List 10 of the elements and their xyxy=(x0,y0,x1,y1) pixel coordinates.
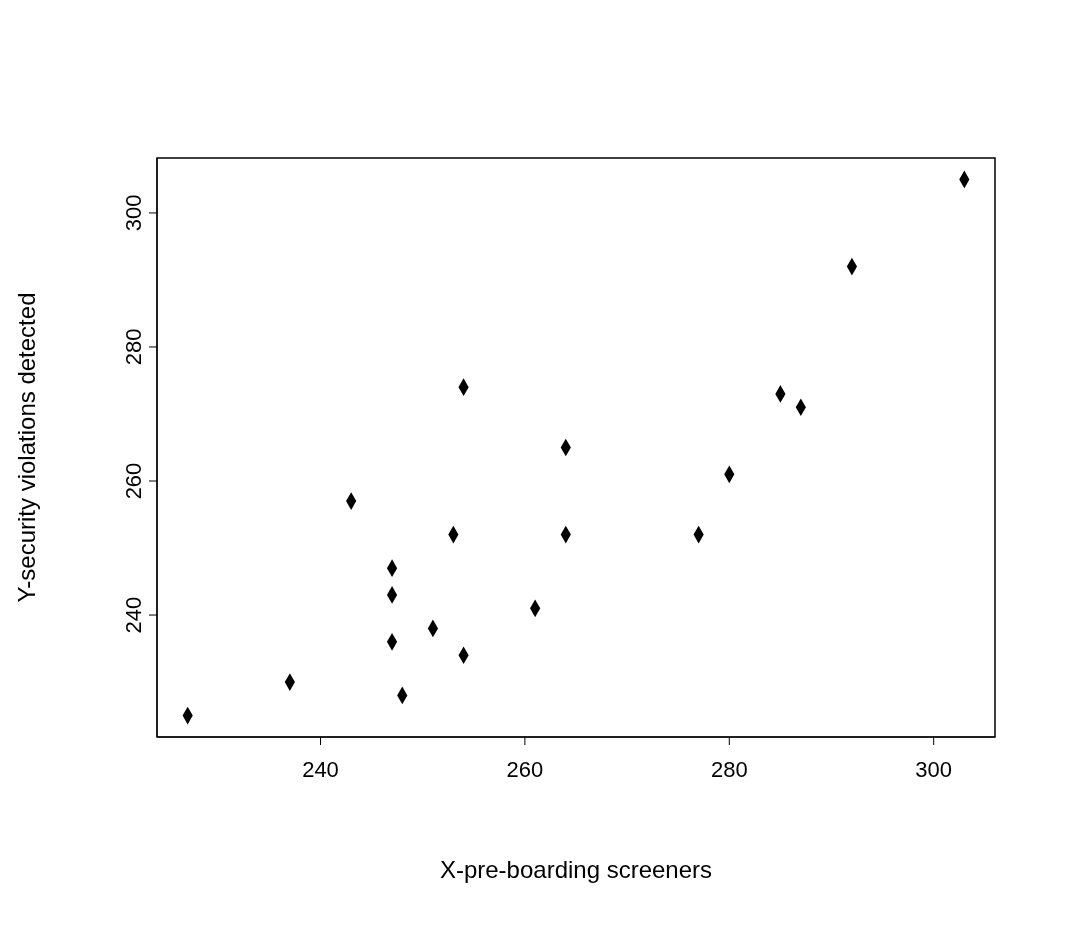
y-axis-title: Y-security violations detected xyxy=(12,292,40,603)
x-tick-label: 260 xyxy=(506,757,544,782)
y-tick-label: 260 xyxy=(121,462,146,500)
x-tick-label: 240 xyxy=(302,757,339,782)
x-tick-label: 280 xyxy=(710,757,748,782)
y-tick-label: 240 xyxy=(121,596,146,634)
y-tick-label: 300 xyxy=(121,194,146,232)
x-tick-label: 300 xyxy=(915,757,953,782)
y-tick-label: 280 xyxy=(121,328,146,366)
x-axis-title: X-pre-boarding screeners xyxy=(439,856,713,883)
